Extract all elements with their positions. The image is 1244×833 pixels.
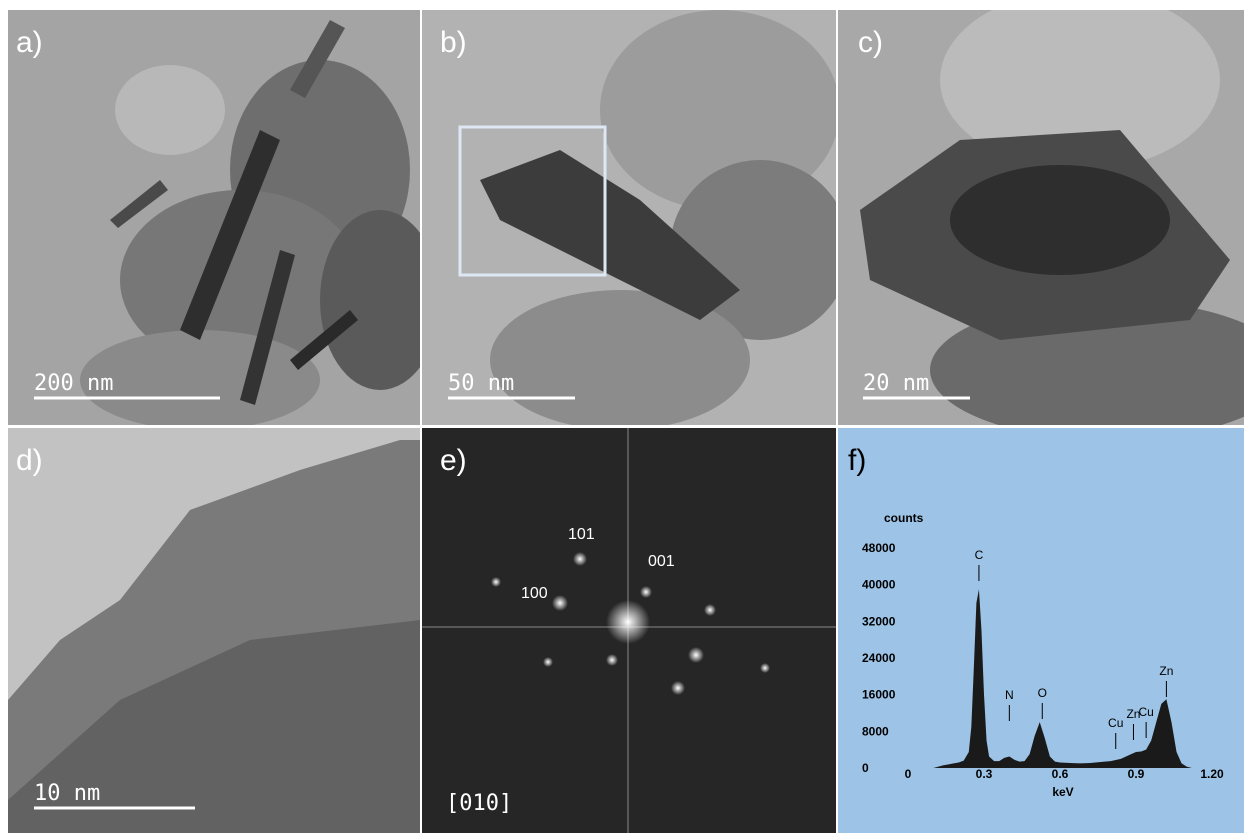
peak-label: Zn	[1159, 664, 1173, 678]
spot-label: 001	[648, 553, 675, 570]
panel-label: d)	[16, 444, 43, 477]
tem-image-d	[8, 428, 420, 833]
scale-bar-label: 10 nm	[34, 781, 100, 806]
x-tick-label: 0.3	[976, 767, 993, 781]
y-tick-label: 0	[862, 761, 869, 775]
panel-label: b)	[440, 26, 467, 59]
y-tick-label: 8000	[862, 724, 889, 738]
x-axis-label: keV	[1052, 785, 1073, 799]
spot-label: 101	[568, 526, 595, 543]
peak-label: Cu	[1108, 716, 1123, 730]
scale-bar-label: 200 nm	[34, 371, 113, 396]
figure: a) b) c) d) e) f) 200 nm 50 nm 20 nm 10 …	[0, 0, 1244, 833]
chart-background	[838, 428, 1244, 833]
scale-bar-label: 20 nm	[863, 371, 929, 396]
x-tick-label: 0.6	[1052, 767, 1069, 781]
panel-label: f)	[848, 444, 866, 477]
panel-label: a)	[16, 26, 43, 59]
scale-bar-label: 50 nm	[448, 371, 514, 396]
peak-label: Cu	[1138, 705, 1153, 719]
y-tick-label: 32000	[862, 614, 896, 628]
page: {"panels": [ {"label": "a)", "scale_bar"…	[0, 0, 1244, 833]
y-tick-label: 16000	[862, 688, 896, 702]
peak-label: O	[1038, 686, 1047, 700]
x-tick-label: 0.9	[1128, 767, 1145, 781]
x-tick-label: 1.20	[1200, 767, 1224, 781]
x-tick-label: 0	[905, 767, 912, 781]
peak-label: C	[975, 548, 984, 562]
y-tick-label: 48000	[862, 541, 896, 555]
fft-image-e	[422, 428, 836, 833]
y-axis-label: counts	[884, 511, 924, 525]
tem-image-b	[422, 10, 850, 430]
peak-label: N	[1005, 688, 1014, 702]
panel-label: e)	[440, 444, 467, 477]
spot-label: 100	[521, 585, 548, 602]
y-tick-label: 24000	[862, 651, 896, 665]
zone-axis-label: [010]	[446, 791, 512, 816]
y-tick-label: 40000	[862, 578, 896, 592]
panel-label: c)	[858, 26, 883, 59]
tem-image-a	[8, 10, 440, 430]
